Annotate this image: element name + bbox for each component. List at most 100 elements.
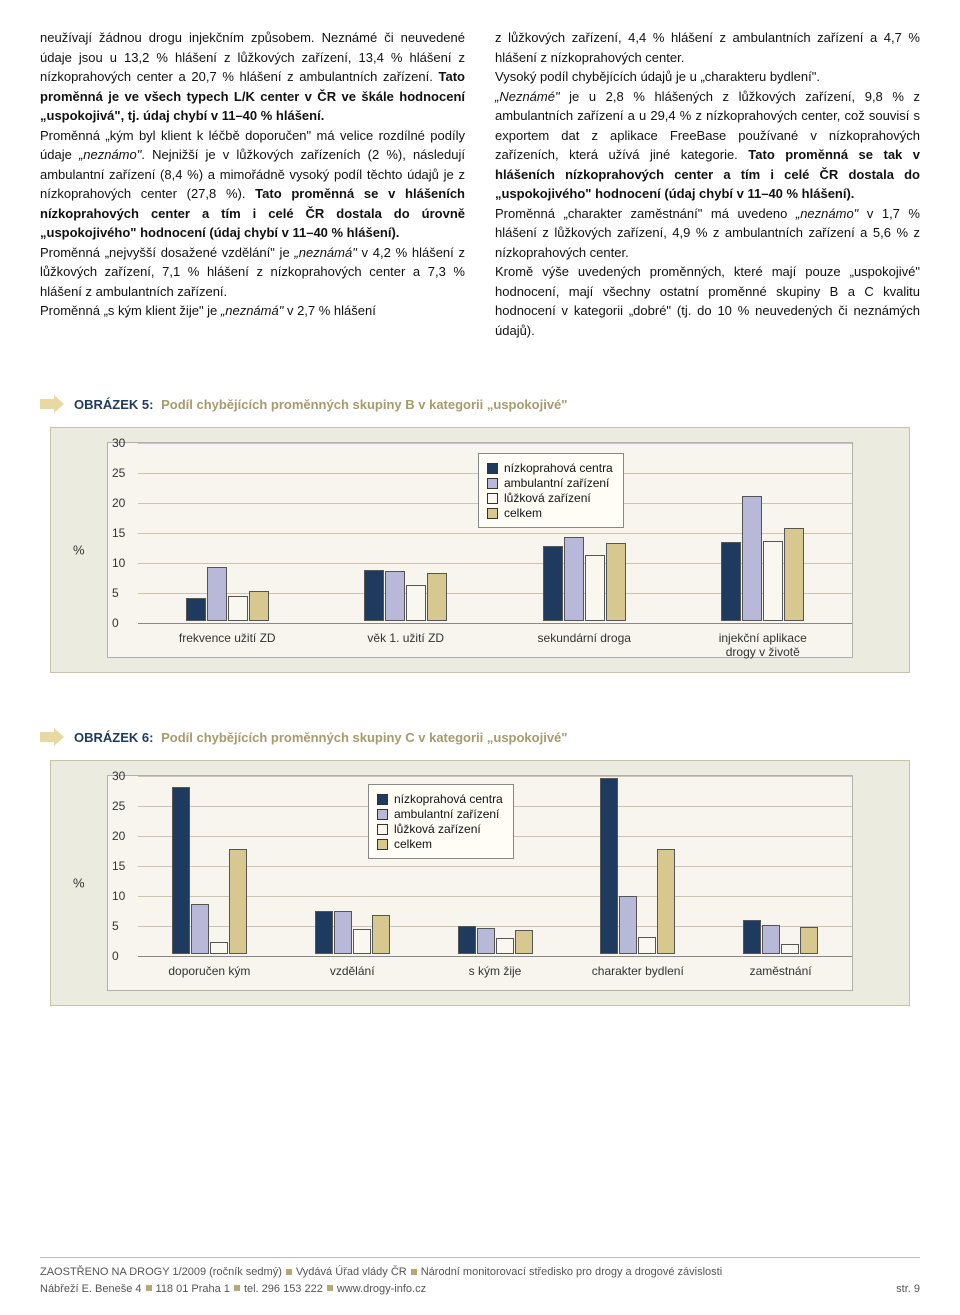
- body-text: z lůžkových zařízení, 4,4 % hlášení z am…: [495, 28, 920, 67]
- body-text: Proměnná „s kým klient žije" je: [40, 303, 221, 318]
- figure-label: OBRÁZEK 5:: [74, 397, 153, 412]
- bar: [427, 573, 447, 621]
- bar: [315, 911, 333, 954]
- body-text-ital: „neznámá": [221, 303, 283, 318]
- legend-label: celkem: [504, 506, 542, 520]
- footer-text: tel. 296 153 222: [244, 1283, 323, 1295]
- y-tick: 10: [112, 889, 125, 903]
- legend-swatch: [487, 478, 498, 489]
- x-tick-label: doporučen kým: [139, 964, 279, 978]
- bar: [172, 787, 190, 954]
- body-text: v 2,7 % hlášení: [283, 303, 376, 318]
- bar: [191, 904, 209, 954]
- bar: [743, 920, 761, 954]
- x-tick-label: charakter bydlení: [568, 964, 708, 978]
- legend: nízkoprahová centraambulantní zařízenílů…: [368, 784, 514, 859]
- legend-label: celkem: [394, 837, 432, 851]
- x-tick-label: s kým žije: [425, 964, 565, 978]
- bar: [458, 926, 476, 954]
- column-right: z lůžkových zařízení, 4,4 % hlášení z am…: [495, 28, 920, 340]
- body-text: neužívají žádnou drogu injekčním způsobe…: [40, 30, 465, 84]
- legend: nízkoprahová centraambulantní zařízenílů…: [478, 453, 624, 528]
- figure-label: OBRÁZEK 6:: [74, 730, 153, 745]
- y-tick: 15: [112, 859, 125, 873]
- figure-title: Podíl chybějících proměnných skupiny B v…: [161, 397, 567, 412]
- y-tick: 25: [112, 466, 125, 480]
- bar: [763, 541, 783, 621]
- figure-6: OBRÁZEK 6: Podíl chybějících proměnných …: [40, 728, 920, 1006]
- y-tick: 20: [112, 496, 125, 510]
- y-tick: 30: [112, 769, 125, 783]
- legend-swatch: [377, 824, 388, 835]
- bar: [781, 944, 799, 954]
- bar: [762, 925, 780, 954]
- x-tick-label: vzdělání: [282, 964, 422, 978]
- y-tick: 0: [112, 949, 119, 963]
- footer-text: Nábřeží E. Beneše 4: [40, 1283, 142, 1295]
- bar: [210, 942, 228, 954]
- legend-label: lůžková zařízení: [504, 491, 591, 505]
- body-text: Proměnná „nejvyšší dosažené vzdělání" je: [40, 245, 294, 260]
- x-tick-label: zaměstnání: [711, 964, 851, 978]
- figure-title: Podíl chybějících proměnných skupiny C v…: [161, 730, 567, 745]
- x-tick-label: sekundární droga: [514, 631, 654, 645]
- footer-text: ZAOSTŘENO NA DROGY 1/2009 (ročník sedmý): [40, 1266, 282, 1278]
- bar: [496, 938, 514, 954]
- body-text-ital: „neznámo": [79, 147, 141, 162]
- arrow-icon: [40, 728, 64, 746]
- footer-text: 118 01 Praha 1: [156, 1283, 230, 1295]
- bar: [249, 591, 269, 621]
- y-tick: 20: [112, 829, 125, 843]
- bar: [477, 928, 495, 954]
- chart-6-container: % 0 5 10 15 20 25 30 doporučen kýmvzdělánís kým…: [50, 760, 910, 1006]
- legend-swatch: [487, 508, 498, 519]
- y-axis-label: %: [73, 543, 85, 558]
- bar: [543, 546, 563, 621]
- y-axis-label: %: [73, 876, 85, 891]
- bar: [353, 929, 371, 954]
- body-text-ital: „Neznámé": [495, 89, 560, 104]
- separator-icon: [234, 1285, 240, 1291]
- column-left: neužívají žádnou drogu injekčním způsobe…: [40, 28, 465, 340]
- separator-icon: [327, 1285, 333, 1291]
- legend-swatch: [377, 809, 388, 820]
- x-tick-label: frekvence užití ZD: [157, 631, 297, 645]
- bar: [334, 911, 352, 954]
- body-text: Vysoký podíl chybějících údajů je u „cha…: [495, 67, 920, 87]
- footer-text: Národní monitorovací středisko pro drogy…: [421, 1266, 722, 1278]
- bar: [657, 849, 675, 954]
- body-text-ital: „neznámo": [796, 206, 858, 221]
- separator-icon: [146, 1285, 152, 1291]
- bar: [638, 937, 656, 954]
- bar: [207, 567, 227, 621]
- bar: [364, 570, 384, 621]
- arrow-icon: [40, 395, 64, 413]
- bar: [186, 598, 206, 621]
- y-tick: 15: [112, 526, 125, 540]
- y-tick: 5: [112, 919, 119, 933]
- bar: [800, 927, 818, 954]
- separator-icon: [286, 1269, 292, 1275]
- bar: [385, 571, 405, 621]
- legend-label: ambulantní zařízení: [504, 476, 609, 490]
- legend-label: nízkoprahová centra: [394, 792, 503, 806]
- legend-label: nízkoprahová centra: [504, 461, 613, 475]
- two-column-text: neužívají žádnou drogu injekčním způsobe…: [40, 28, 920, 340]
- y-tick: 25: [112, 799, 125, 813]
- page-footer: ZAOSTŘENO NA DROGY 1/2009 (ročník sedmý)…: [40, 1257, 920, 1297]
- separator-icon: [411, 1269, 417, 1275]
- legend-swatch: [377, 839, 388, 850]
- figure-5: OBRÁZEK 5: Podíl chybějících proměnných …: [40, 395, 920, 673]
- legend-swatch: [487, 463, 498, 474]
- chart-6: 051015202530doporučen kýmvzdělánís kým ž…: [107, 775, 853, 991]
- body-text: Kromě výše uvedených proměnných, které m…: [495, 262, 920, 340]
- bar: [606, 543, 626, 621]
- legend-label: ambulantní zařízení: [394, 807, 499, 821]
- bar: [619, 896, 637, 954]
- body-text-ital: „neznámá": [294, 245, 356, 260]
- x-tick-label: věk 1. užití ZD: [336, 631, 476, 645]
- chart-5-container: % 051015202530frekvence užití ZDvěk 1. u…: [50, 427, 910, 673]
- body-text: Proměnná „charakter zaměstnání" má uvede…: [495, 206, 796, 221]
- legend-swatch: [377, 794, 388, 805]
- y-tick: 5: [112, 586, 119, 600]
